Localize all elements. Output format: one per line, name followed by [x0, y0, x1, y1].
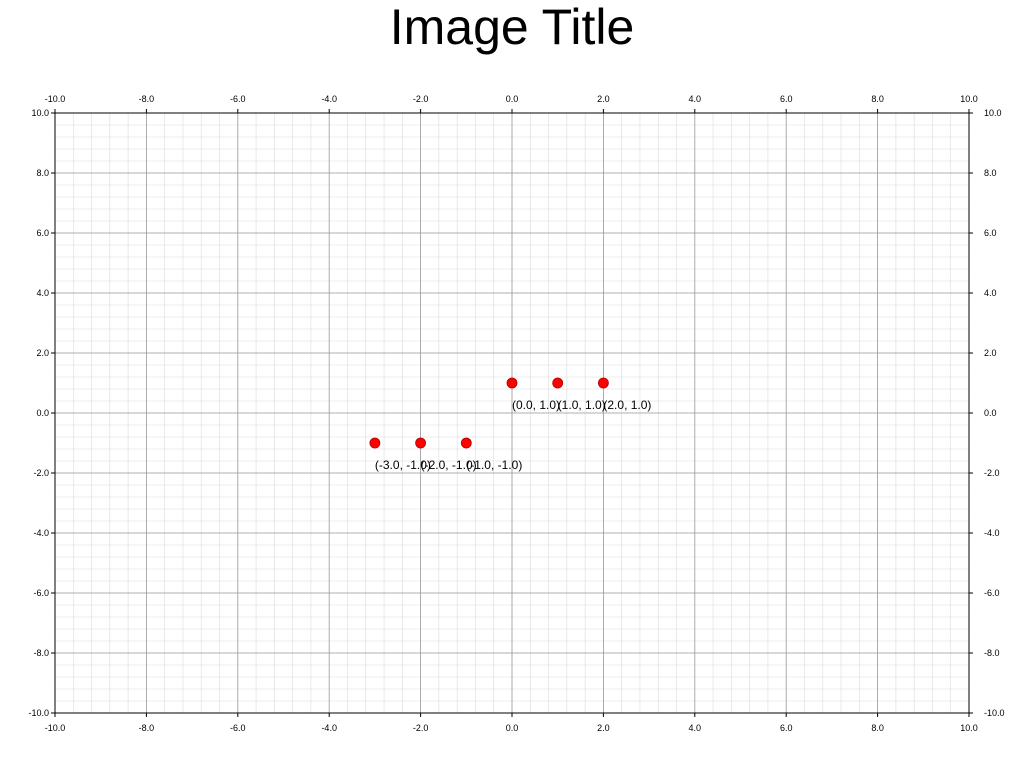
y-tick-label-right: 10.0 — [984, 108, 1002, 118]
x-tick-label-top: -6.0 — [230, 94, 246, 104]
x-tick-label-bottom: 4.0 — [689, 723, 702, 733]
x-tick-label-top: 2.0 — [597, 94, 610, 104]
data-point-label: (2.0, 1.0) — [603, 398, 651, 412]
data-point — [369, 437, 381, 449]
y-tick-label-right: 0.0 — [984, 408, 997, 418]
x-tick-label-bottom: -4.0 — [321, 723, 337, 733]
y-tick-label-left: 0.0 — [36, 408, 49, 418]
y-tick-label-left: 8.0 — [36, 168, 49, 178]
y-tick-label-right: 2.0 — [984, 348, 997, 358]
x-tick-label-top: -4.0 — [321, 94, 337, 104]
data-point-label: (-1.0, -1.0) — [466, 458, 522, 472]
x-tick-label-top: -2.0 — [413, 94, 429, 104]
x-tick-label-bottom: -8.0 — [139, 723, 155, 733]
data-point — [552, 377, 564, 389]
x-tick-label-top: 0.0 — [506, 94, 519, 104]
x-tick-label-top: 10.0 — [960, 94, 978, 104]
y-tick-label-left: 2.0 — [36, 348, 49, 358]
x-tick-label-top: 6.0 — [780, 94, 793, 104]
data-point — [415, 437, 427, 449]
y-tick-label-left: 6.0 — [36, 228, 49, 238]
x-tick-label-bottom: -10.0 — [45, 723, 66, 733]
x-tick-label-top: 8.0 — [871, 94, 884, 104]
y-tick-label-left: 10.0 — [31, 108, 49, 118]
x-tick-label-bottom: 8.0 — [871, 723, 884, 733]
y-tick-label-right: -6.0 — [984, 588, 1000, 598]
x-tick-label-top: -10.0 — [45, 94, 66, 104]
y-tick-label-right: 6.0 — [984, 228, 997, 238]
x-tick-label-bottom: 6.0 — [780, 723, 793, 733]
y-tick-label-left: -10.0 — [28, 708, 49, 718]
data-points: (0.0, 1.0)(1.0, 1.0)(2.0, 1.0) (-3.0, -1.… — [369, 377, 651, 472]
y-tick-label-left: -2.0 — [33, 468, 49, 478]
data-point-label: (1.0, 1.0) — [558, 398, 606, 412]
y-tick-label-right: -8.0 — [984, 648, 1000, 658]
data-point-label: (-2.0, -1.0) — [421, 458, 477, 472]
x-tick-label-bottom: 10.0 — [960, 723, 978, 733]
data-point-label: (0.0, 1.0) — [512, 398, 560, 412]
y-tick-label-left: -8.0 — [33, 648, 49, 658]
axis-ticks: -10.0 -10.0 -8.0 -8.0 -6.0 -6.0 -4.0 -4.0 -2.0 -2… — [28, 94, 1004, 733]
y-tick-label-right: -10.0 — [984, 708, 1005, 718]
y-tick-label-left: -4.0 — [33, 528, 49, 538]
y-tick-label-right: -4.0 — [984, 528, 1000, 538]
data-point — [598, 377, 609, 389]
x-tick-label-bottom: 2.0 — [597, 723, 610, 733]
x-tick-label-top: 4.0 — [689, 94, 702, 104]
y-tick-label-right: 8.0 — [984, 168, 997, 178]
y-tick-label-right: 4.0 — [984, 288, 997, 298]
data-point-label: (-3.0, -1.0) — [375, 458, 431, 472]
y-tick-label-left: -6.0 — [33, 588, 49, 598]
y-tick-label-left: 4.0 — [36, 288, 49, 298]
x-tick-label-bottom: -6.0 — [230, 723, 246, 733]
x-tick-label-bottom: -2.0 — [413, 723, 429, 733]
data-point — [460, 437, 472, 449]
x-tick-label-top: -8.0 — [139, 94, 155, 104]
data-point — [506, 377, 518, 389]
chart-title: Image Title — [389, 0, 635, 55]
x-tick-label-bottom: 0.0 — [506, 723, 519, 733]
y-tick-label-right: -2.0 — [984, 468, 1000, 478]
major-grid — [54, 112, 970, 714]
